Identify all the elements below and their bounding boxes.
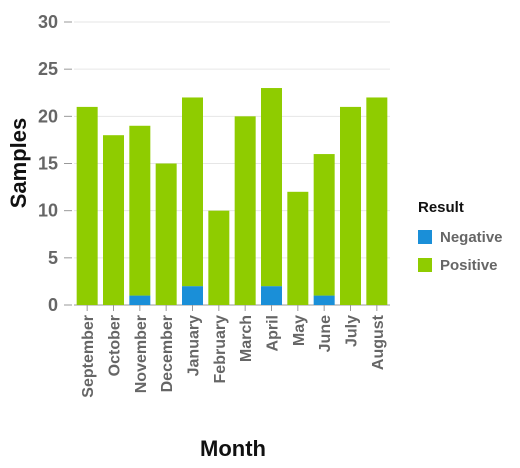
- bar-positive-november: [129, 125, 151, 296]
- gridlines: [74, 21, 390, 306]
- bar-positive-august: [366, 97, 388, 305]
- bar-positive-october: [103, 135, 124, 305]
- y-tick-label: 5: [48, 248, 58, 268]
- bar-positive-may: [287, 191, 309, 305]
- legend-title: Result: [418, 199, 464, 216]
- x-axis-title: Month: [200, 436, 266, 461]
- x-tick-label: August: [370, 314, 387, 370]
- legend-swatch-positive: [418, 258, 432, 272]
- bar-negative-january: [182, 286, 203, 305]
- y-tick-label: 30: [38, 12, 58, 32]
- y-tick-label: 25: [38, 59, 58, 79]
- legend-label-positive: Positive: [440, 257, 498, 274]
- x-tick-label: January: [186, 315, 203, 376]
- y-axis-ticks: 0 5 10 15 20 25 30: [38, 12, 72, 315]
- legend-label-negative: Negative: [440, 229, 503, 246]
- bar-positive-june: [313, 154, 335, 296]
- x-tick-label: February: [212, 315, 229, 384]
- x-tick-label: October: [107, 315, 124, 376]
- bar-negative-april: [261, 286, 282, 305]
- legend-swatch-negative: [418, 230, 432, 244]
- bar-positive-march: [234, 116, 256, 305]
- x-tick-label: April: [265, 315, 282, 351]
- bars: [76, 88, 388, 306]
- bar-positive-july: [340, 106, 361, 306]
- x-tick-label: July: [344, 315, 361, 347]
- x-tick-label: December: [159, 315, 176, 392]
- y-tick-label: 10: [38, 201, 58, 221]
- bar-positive-january: [182, 97, 203, 287]
- bar-negative-june: [313, 295, 335, 305]
- bar-positive-april: [261, 88, 282, 287]
- y-tick-label: 0: [48, 295, 58, 315]
- bar-positive-february: [208, 210, 230, 305]
- x-tick-label: November: [133, 315, 150, 393]
- bar-positive-december: [155, 163, 177, 305]
- y-tick-label: 15: [38, 154, 58, 174]
- x-tick-label: March: [238, 315, 255, 362]
- y-tick-label: 20: [38, 106, 58, 126]
- legend: Result Negative Positive: [418, 199, 503, 274]
- x-tick-label: June: [317, 315, 334, 352]
- bar-negative-november: [129, 295, 151, 305]
- y-axis-title: Samples: [6, 118, 31, 209]
- x-tick-label: May: [291, 315, 308, 346]
- bar-positive-september: [76, 106, 98, 306]
- x-axis-ticks: September October November December January F…: [80, 305, 387, 398]
- x-tick-label: September: [80, 315, 97, 398]
